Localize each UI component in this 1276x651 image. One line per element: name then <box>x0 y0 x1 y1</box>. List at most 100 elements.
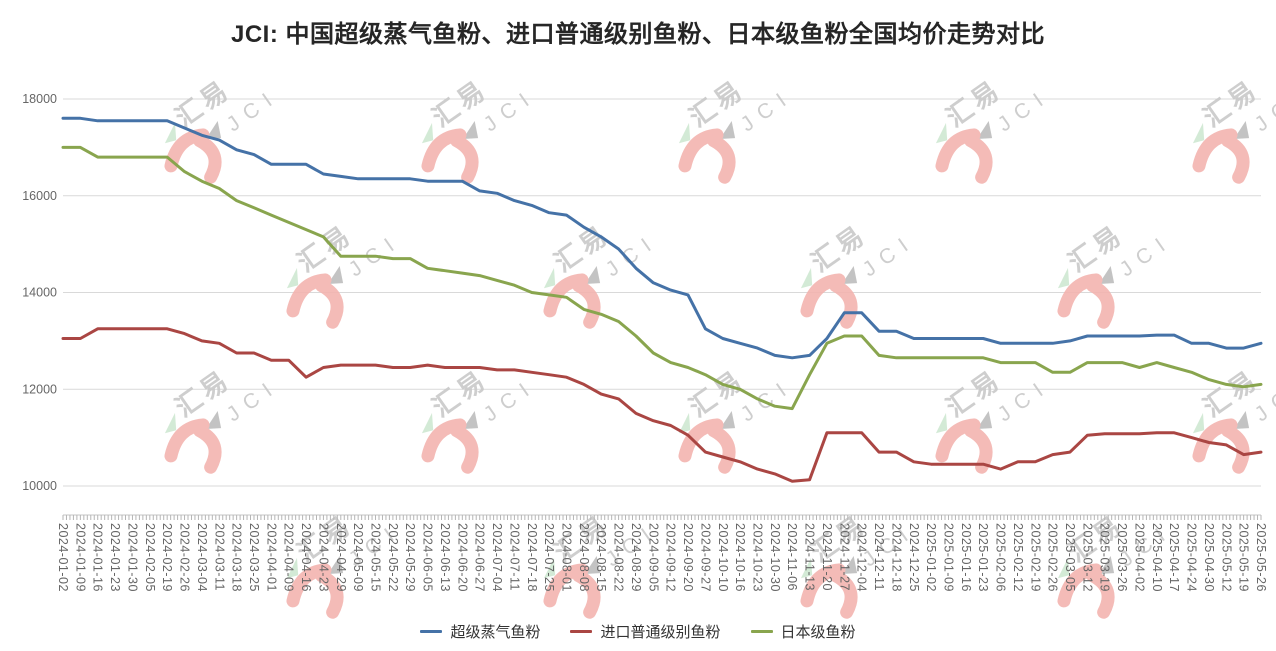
x-axis-label: 2024-01-02 <box>56 523 70 592</box>
jci-logo-watermark <box>315 279 344 329</box>
watermark-green-triangle-icon <box>678 122 691 144</box>
x-axis-label: 2024-08-01 <box>560 523 574 592</box>
watermark-green-triangle-icon <box>164 122 177 144</box>
watermark-green-triangle-icon <box>1192 122 1205 144</box>
x-axis-label: 2024-06-20 <box>455 523 469 592</box>
jci-logo-watermark <box>964 134 993 184</box>
watermark-green-triangle-icon <box>1057 267 1070 289</box>
legend-label: 日本级鱼粉 <box>780 624 856 641</box>
jci-logo-watermark <box>1086 279 1115 329</box>
watermark-gray-triangle-icon <box>719 121 736 140</box>
watermark-en-text: JCI <box>223 374 284 426</box>
y-axis-label: 16000 <box>22 189 57 203</box>
watermark-green-triangle-icon <box>935 412 948 434</box>
jci-logo-watermark <box>707 424 736 474</box>
jci-logo-watermark <box>450 424 479 474</box>
legend-item-super-steam[interactable]: 超级蒸气鱼粉 <box>420 621 540 642</box>
x-axis-label: 2024-05-29 <box>403 523 417 592</box>
x-axis-label: 2025-04-24 <box>1185 523 1199 592</box>
watermark-en-text: JCI <box>1116 229 1177 281</box>
x-axis-label: 2024-11-06 <box>785 523 799 591</box>
watermark-gray-triangle-icon <box>1233 121 1250 140</box>
x-axis-label: 2025-04-02 <box>1132 523 1146 592</box>
y-axis-label: 18000 <box>22 92 57 106</box>
x-axis-label: 2024-08-29 <box>629 523 643 592</box>
watermark-gray-triangle-icon <box>1098 556 1115 575</box>
watermark-green-triangle-icon <box>286 557 299 579</box>
watermark-green-triangle-icon <box>800 267 813 289</box>
x-axis-label: 2024-04-09 <box>282 523 296 592</box>
x-axis-label: 2025-01-23 <box>976 523 990 592</box>
watermark-en-text: JCI <box>602 229 663 281</box>
x-axis-label: 2025-01-16 <box>959 523 973 592</box>
x-axis-label: 2024-06-05 <box>421 523 435 592</box>
x-axis-label: 2025-04-10 <box>1150 523 1164 592</box>
legend-dash-icon <box>420 630 443 633</box>
jci-logo-watermark <box>572 569 601 619</box>
series-line-2 <box>61 145 1263 411</box>
x-axis-label: 2024-10-16 <box>733 523 747 592</box>
x-axis-label: 2024-10-10 <box>716 523 730 592</box>
x-axis-label: 2024-08-08 <box>577 523 591 592</box>
legend-item-imported-ordinary[interactable]: 进口普通级别鱼粉 <box>570 621 721 642</box>
watermark-green-triangle-icon <box>935 122 948 144</box>
x-axis-label: 2024-05-22 <box>386 523 400 592</box>
jci-logo-watermark <box>1086 569 1115 619</box>
x-axis-label: 2024-02-19 <box>160 523 174 592</box>
watermark-en-text: JCI <box>480 84 541 136</box>
x-axis-label: 2024-03-18 <box>230 523 244 592</box>
legend-item-japanese-grade[interactable]: 日本级鱼粉 <box>750 621 856 642</box>
watermark-gray-triangle-icon <box>327 556 344 575</box>
jci-logo-watermark <box>707 134 736 184</box>
x-axis-label: 2024-04-23 <box>316 523 330 592</box>
x-axis-label: 2024-12-11 <box>872 523 886 591</box>
x-axis-label: 2025-04-30 <box>1202 523 1216 592</box>
x-axis-label: 2024-01-23 <box>108 523 122 592</box>
x-axis-label: 2025-02-12 <box>1011 523 1025 592</box>
x-axis-label: 2024-06-13 <box>438 523 452 592</box>
jci-logo-watermark <box>193 134 222 184</box>
legend-dash-icon <box>570 630 593 633</box>
x-axis-label: 2024-09-20 <box>681 523 695 592</box>
x-axis-label: 2024-08-22 <box>612 523 626 592</box>
watermark-gray-triangle-icon <box>976 411 993 430</box>
x-axis-label: 2024-09-27 <box>698 523 712 592</box>
x-axis-label: 2024-03-11 <box>212 523 226 591</box>
x-axis-label: 2025-05-19 <box>1237 523 1251 592</box>
x-axis-label: 2025-01-09 <box>941 523 955 592</box>
x-axis-label: 2025-03-05 <box>1063 523 1077 592</box>
watermark-gray-triangle-icon <box>719 411 736 430</box>
x-axis-label: 2024-05-09 <box>351 523 365 592</box>
x-axis-label: 2024-11-20 <box>820 523 834 591</box>
y-axis-label: 14000 <box>22 286 57 300</box>
x-axis-label: 2024-07-11 <box>507 523 521 591</box>
x-axis-label: 2025-01-02 <box>924 523 938 592</box>
x-axis-label: 2024-04-29 <box>334 523 348 592</box>
watermark-gray-triangle-icon <box>976 121 993 140</box>
x-axis-label: 2024-07-04 <box>490 523 504 592</box>
watermark-en-text: JCI <box>859 229 920 281</box>
watermark-gray-triangle-icon <box>1098 266 1115 285</box>
jci-logo-watermark <box>829 569 858 619</box>
x-axis-label: 2025-05-26 <box>1254 523 1268 592</box>
watermark-gray-triangle-icon <box>1233 411 1250 430</box>
x-axis-label: 2024-12-04 <box>855 523 869 592</box>
watermark-gray-triangle-icon <box>841 266 858 285</box>
x-axis-label: 2024-01-16 <box>91 523 105 592</box>
x-axis-label: 2024-04-01 <box>264 523 278 592</box>
x-axis-label: 2024-01-30 <box>125 523 139 592</box>
x-axis-label: 2024-08-15 <box>594 523 608 592</box>
y-axis-label: 10000 <box>22 479 57 493</box>
watermark-green-triangle-icon <box>678 412 691 434</box>
x-axis-label: 2024-10-23 <box>750 523 764 592</box>
jci-logo-watermark <box>1221 424 1250 474</box>
x-axis-label: 2024-01-09 <box>73 523 87 592</box>
